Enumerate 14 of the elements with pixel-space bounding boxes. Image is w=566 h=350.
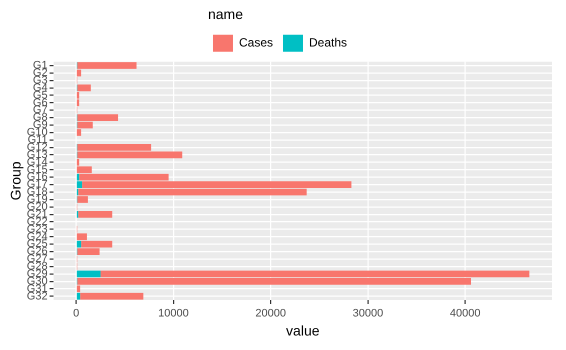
bar — [76, 270, 101, 278]
legend-title: name — [208, 6, 244, 22]
x-tick-label: 30000 — [352, 308, 384, 320]
legend-label: Cases — [238, 36, 273, 50]
x-tick-label: 40000 — [450, 308, 480, 320]
y-axis-title: Group — [7, 161, 24, 200]
x-tick-label: 10000 — [158, 308, 189, 320]
x-tick-label: 0 — [73, 308, 80, 320]
legend-label: Deaths — [308, 36, 348, 50]
bar — [78, 211, 112, 218]
x-axis-title: value — [286, 322, 320, 338]
bar — [76, 240, 82, 248]
x-tick-label: 20000 — [255, 308, 286, 320]
bar — [80, 292, 144, 300]
